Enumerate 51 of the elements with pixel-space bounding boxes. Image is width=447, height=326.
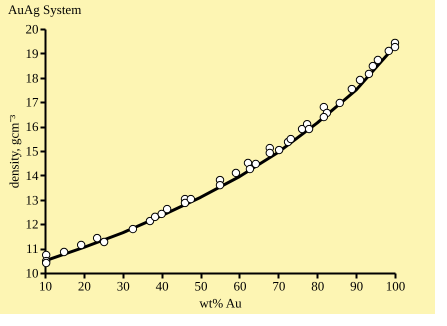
y-tick-label: 18: [26, 70, 38, 86]
point: [157, 210, 166, 218]
x-tick-label: 70: [272, 278, 286, 294]
point: [368, 62, 378, 70]
y-tick-label: 15: [26, 144, 38, 158]
y-tick-label: 20: [26, 22, 38, 36]
point: [232, 168, 240, 178]
point: [92, 234, 102, 242]
y-tick-label: 12: [26, 216, 38, 232]
point: [246, 164, 254, 174]
point: [186, 194, 196, 204]
point: [266, 148, 274, 158]
point: [286, 134, 295, 144]
y-tick-label: 13: [26, 192, 38, 208]
point: [76, 240, 86, 250]
point: [348, 84, 356, 94]
x-tick-label: 30: [116, 278, 130, 294]
point: [304, 124, 314, 134]
point: [356, 76, 364, 84]
chart-title: AuAg System: [8, 2, 82, 17]
point: [180, 198, 190, 208]
x-tick-label: 80: [311, 278, 324, 294]
x-tick-label: 100: [386, 278, 406, 294]
point: [100, 238, 108, 246]
x-tick-label: 50: [194, 278, 208, 294]
point: [320, 112, 328, 122]
x-tick-label: 90: [350, 278, 364, 294]
y-axis-title: density, gcm⁻³: [6, 114, 22, 188]
point: [162, 204, 172, 214]
point: [336, 98, 344, 108]
point: [252, 160, 260, 168]
x-tick-label: 60: [233, 278, 246, 294]
point: [364, 70, 374, 78]
x-tick-label: 10: [39, 278, 52, 294]
x-tick-label: 20: [78, 278, 91, 294]
x-tick-label: 40: [156, 278, 169, 294]
x-axis-title: wt% Au: [199, 296, 242, 310]
point: [128, 224, 138, 234]
point: [384, 46, 393, 56]
y-tick-label: 17: [26, 94, 39, 110]
point: [374, 56, 382, 64]
y-tick-label: 14: [26, 168, 39, 183]
point: [390, 42, 400, 52]
point: [274, 146, 284, 154]
y-tick-label: 11: [26, 241, 38, 256]
point: [60, 248, 68, 256]
y-tick-label: 16: [26, 119, 39, 134]
y-tick-label: 19: [26, 46, 38, 61]
y-tick-label: 10: [26, 266, 38, 280]
point: [150, 212, 160, 222]
point: [216, 180, 224, 190]
